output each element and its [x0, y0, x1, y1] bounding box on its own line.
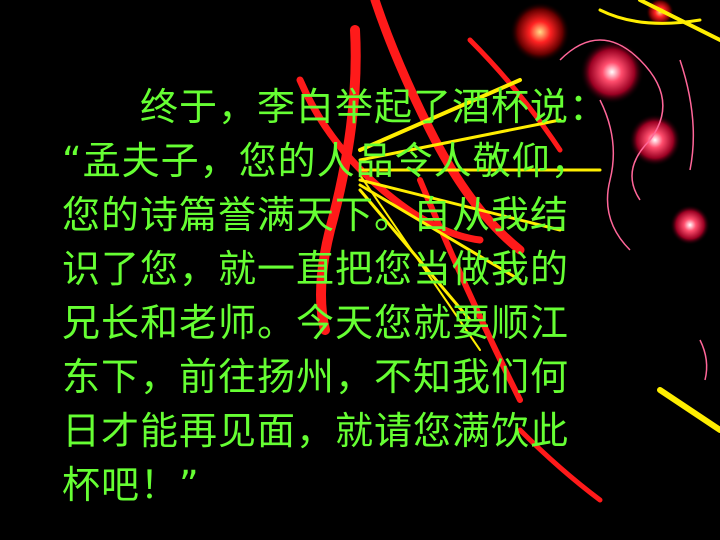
- paragraph-line-4: 识了您，就一直把您当做我的: [62, 247, 570, 291]
- poem-paragraph: 终于，李白举起了酒杯说： “孟夫子，您的人品令人敬仰， 您的诗篇誉满天下。自从我…: [62, 80, 642, 512]
- paragraph-line-2: “孟夫子，您的人品令人敬仰，: [62, 139, 590, 183]
- paragraph-line-5: 兄长和老师。今天您就要顺江: [62, 301, 570, 345]
- paragraph-line-8: 杯吧！”: [62, 463, 200, 507]
- pink-curls: [559, 39, 708, 381]
- red-streaks: [296, 0, 603, 503]
- paragraph-line-7: 日才能再见面，就请您满饮此: [62, 409, 570, 453]
- paragraph-line-6: 东下，前往扬州，不知我们何: [62, 355, 570, 399]
- paragraph-line-3: 您的诗篇誉满天下。自从我结: [62, 193, 570, 237]
- paragraph-line-1: 终于，李白举起了酒杯说：: [62, 85, 609, 129]
- yellow-rays: [358, 0, 720, 433]
- firework-glows: [510, 0, 710, 245]
